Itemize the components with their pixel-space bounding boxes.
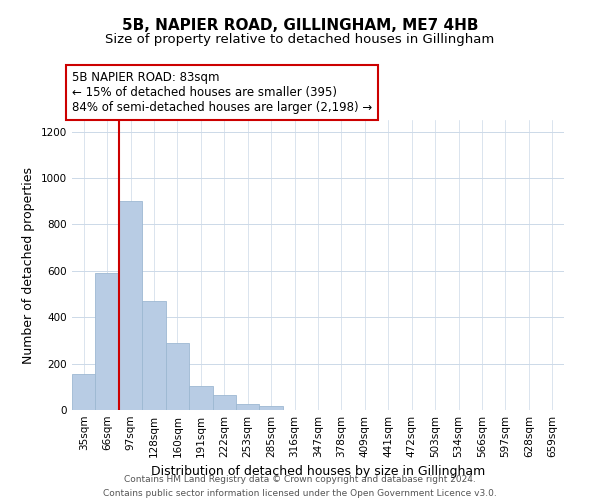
Bar — [259, 406, 283, 410]
Text: Contains HM Land Registry data © Crown copyright and database right 2024.
Contai: Contains HM Land Registry data © Crown c… — [103, 476, 497, 498]
Bar — [189, 386, 212, 410]
Bar — [142, 301, 166, 410]
Text: Size of property relative to detached houses in Gillingham: Size of property relative to detached ho… — [106, 32, 494, 46]
Bar — [212, 395, 236, 410]
Y-axis label: Number of detached properties: Number of detached properties — [22, 166, 35, 364]
Text: 5B, NAPIER ROAD, GILLINGHAM, ME7 4HB: 5B, NAPIER ROAD, GILLINGHAM, ME7 4HB — [122, 18, 478, 32]
Bar — [166, 342, 189, 410]
Text: 5B NAPIER ROAD: 83sqm
← 15% of detached houses are smaller (395)
84% of semi-det: 5B NAPIER ROAD: 83sqm ← 15% of detached … — [72, 71, 372, 114]
X-axis label: Distribution of detached houses by size in Gillingham: Distribution of detached houses by size … — [151, 466, 485, 478]
Bar — [95, 273, 119, 410]
Bar — [236, 404, 259, 410]
Bar — [119, 201, 142, 410]
Bar — [72, 374, 95, 410]
